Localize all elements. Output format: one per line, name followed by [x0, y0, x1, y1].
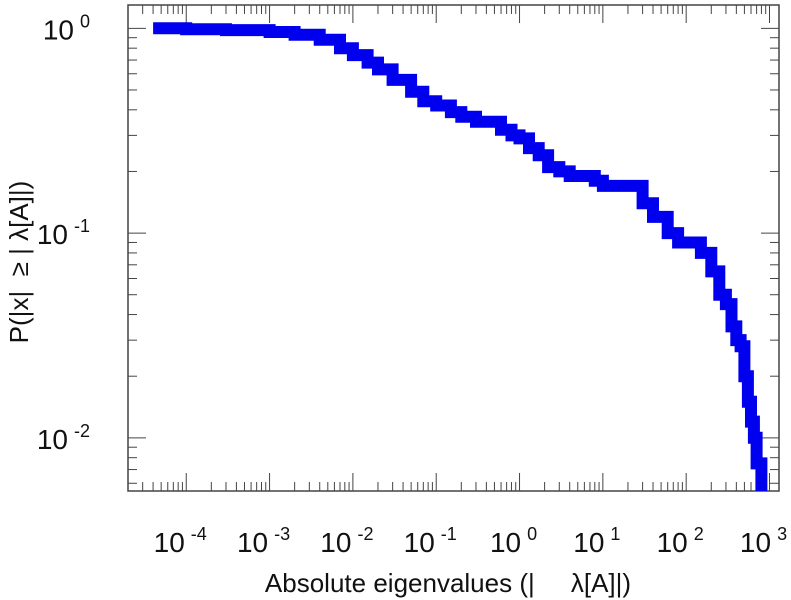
minor-ticks	[127, 5, 779, 491]
y-tick-label: 10 -1	[37, 216, 90, 250]
x-tick-label: 10 -2	[320, 524, 373, 558]
plot-frame	[127, 4, 780, 492]
x-tick-labels: 10 -4 10 -3 10 -2 10 -1 10 0 10 1 10 2 10 3	[154, 524, 787, 558]
y-tick-label: 10 0	[43, 11, 90, 45]
x-tick-label: 10 1	[573, 524, 620, 558]
x-tick-label: 10 0	[490, 524, 537, 558]
x-tick-label: 10 2	[657, 524, 704, 558]
x-tick-label: 10 -1	[404, 524, 457, 558]
x-tick-label: 10 -4	[154, 524, 207, 558]
x-axis-title: Absolute eigenvalues (| λ[A]|)	[265, 568, 631, 598]
y-axis-title: P(|x| ≥ | λ[A]|)	[4, 181, 34, 344]
x-tick-label: 10 -3	[237, 524, 290, 558]
x-tick-label: 10 3	[740, 524, 787, 558]
y-tick-label: 10 -2	[37, 421, 90, 455]
major-ticks	[128, 5, 779, 491]
series-line	[153, 22, 768, 491]
